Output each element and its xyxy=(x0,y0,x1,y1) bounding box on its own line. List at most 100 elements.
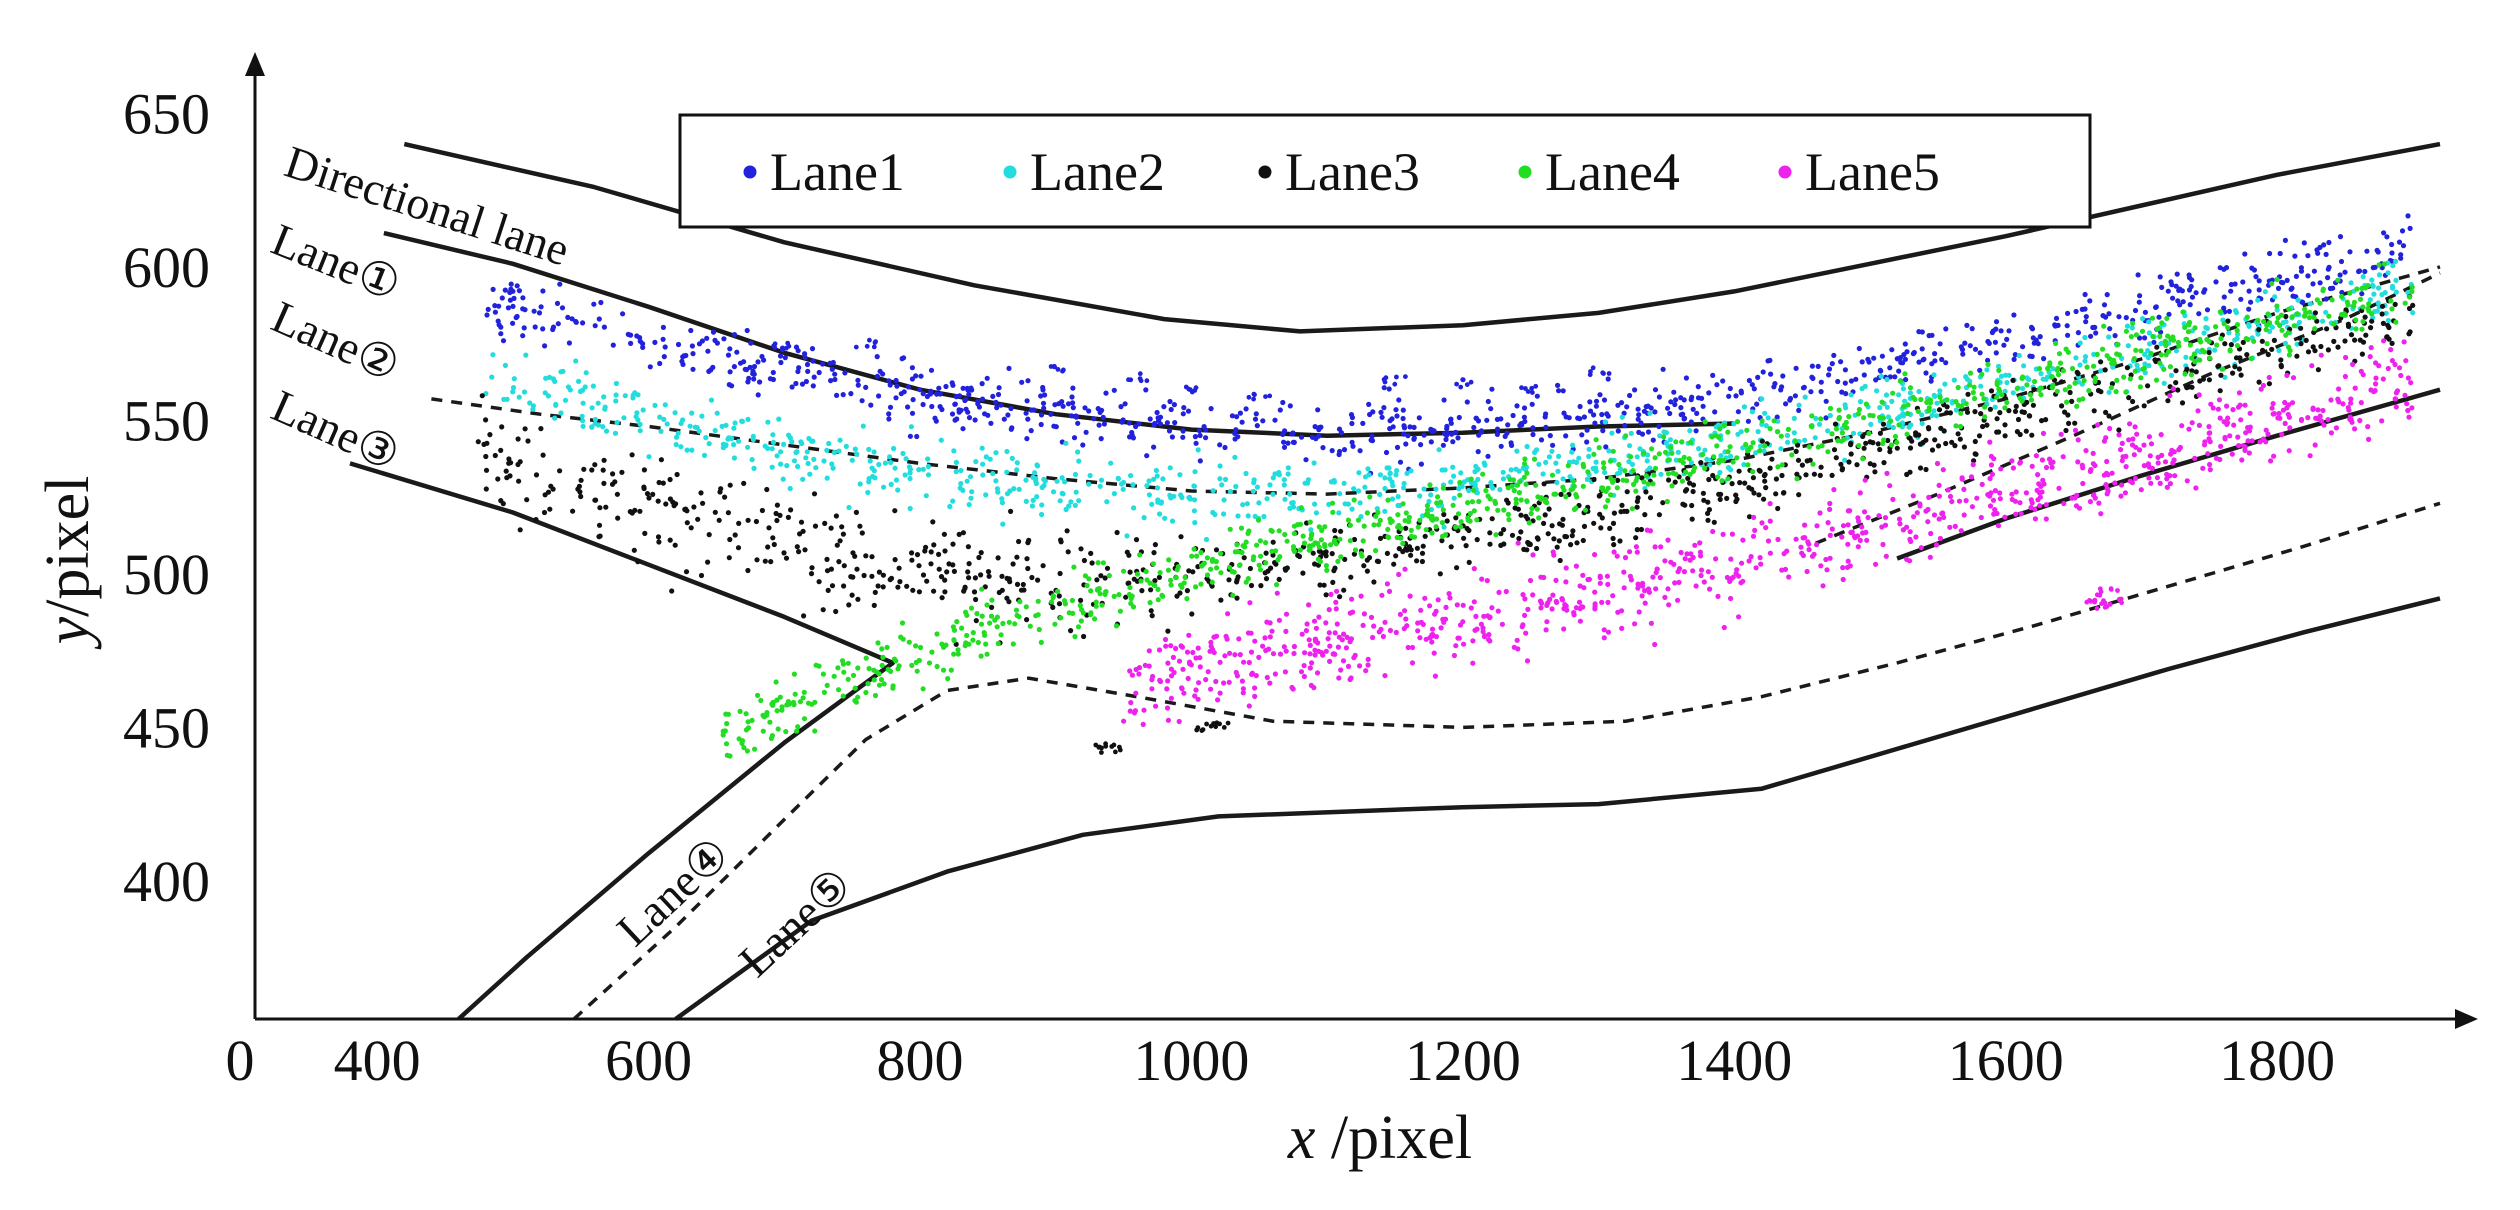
point-lane2 xyxy=(843,443,849,449)
point-lane1 xyxy=(1411,435,1417,441)
point-lane2 xyxy=(1889,398,1895,404)
point-lane4 xyxy=(1469,499,1475,505)
point-lane1 xyxy=(2375,249,2381,255)
point-lane4 xyxy=(1725,476,1731,482)
point-lane2 xyxy=(1210,509,1216,516)
point-lane1 xyxy=(2142,309,2148,315)
point-lane4 xyxy=(2347,290,2353,296)
point-lane3 xyxy=(479,393,485,399)
point-lane3 xyxy=(942,589,948,595)
point-lane5 xyxy=(1193,655,1199,661)
point-lane5 xyxy=(1248,630,1254,636)
point-lane3 xyxy=(1312,561,1318,567)
point-lane1 xyxy=(2256,278,2262,284)
point-lane4 xyxy=(2131,356,2137,362)
point-lane4 xyxy=(1679,439,1685,445)
point-lane3 xyxy=(2312,348,2318,354)
point-lane4 xyxy=(899,620,906,626)
point-lane5 xyxy=(1333,599,1339,605)
point-lane5 xyxy=(1825,520,1831,526)
point-lane5 xyxy=(1662,558,1668,564)
point-lane1 xyxy=(1688,419,1694,425)
point-lane4 xyxy=(1971,384,1977,390)
point-lane5 xyxy=(1937,535,1943,542)
point-lane4 xyxy=(1204,555,1210,561)
point-lane4 xyxy=(1157,570,1163,576)
point-lane2 xyxy=(1761,448,1767,454)
point-lane3 xyxy=(1761,496,1767,502)
point-lane4 xyxy=(791,671,798,677)
point-lane5 xyxy=(1561,626,1567,632)
point-lane2 xyxy=(1276,472,1282,478)
point-lane1 xyxy=(2030,335,2036,341)
point-lane5 xyxy=(1818,563,1824,569)
point-lane3 xyxy=(971,589,978,595)
point-lane5 xyxy=(1699,567,1705,573)
point-lane3 xyxy=(1621,508,1627,514)
point-lane4 xyxy=(2064,399,2070,405)
point-lane2 xyxy=(2146,363,2152,369)
point-lane4 xyxy=(1526,520,1532,526)
point-lane4 xyxy=(1730,459,1736,465)
point-lane5 xyxy=(1647,528,1653,534)
point-lane4 xyxy=(1643,473,1649,479)
point-lane3 xyxy=(859,530,865,536)
point-lane2 xyxy=(1802,437,1808,443)
point-lane4 xyxy=(1997,388,2003,394)
point-lane4 xyxy=(2213,324,2219,330)
point-lane4 xyxy=(2198,339,2204,345)
point-lane4 xyxy=(2159,320,2165,326)
point-lane2 xyxy=(923,493,929,499)
point-lane1 xyxy=(2362,268,2368,275)
point-lane5 xyxy=(1241,659,1247,665)
point-lane1 xyxy=(1652,387,1659,393)
point-lane3 xyxy=(1448,544,1454,550)
point-lane4 xyxy=(2255,317,2261,323)
point-lane4 xyxy=(1036,626,1042,633)
point-lane3 xyxy=(1591,476,1597,483)
point-lane3 xyxy=(863,553,869,559)
point-lane5 xyxy=(2095,422,2101,428)
point-lane2 xyxy=(1356,470,1362,476)
point-lane1 xyxy=(1793,365,1799,371)
point-lane2 xyxy=(1707,462,1713,468)
point-lane1 xyxy=(962,397,968,404)
point-lane4 xyxy=(1144,577,1150,583)
point-lane2 xyxy=(1382,508,1388,514)
point-lane5 xyxy=(1945,487,1951,493)
point-lane3 xyxy=(1541,520,1547,527)
point-lane5 xyxy=(1739,560,1745,566)
point-lane3 xyxy=(777,512,783,519)
point-lane3 xyxy=(1058,539,1064,545)
point-lane1 xyxy=(1237,410,1243,416)
point-lane5 xyxy=(2115,588,2120,593)
point-lane5 xyxy=(2348,400,2354,406)
point-lane1 xyxy=(777,353,784,359)
point-lane5 xyxy=(1312,638,1319,644)
point-lane1 xyxy=(1829,361,1835,367)
point-lane5 xyxy=(1211,634,1217,640)
point-lane1 xyxy=(772,345,778,350)
point-lane2 xyxy=(1305,477,1311,483)
point-lane3 xyxy=(897,579,903,585)
point-lane3 xyxy=(2165,398,2171,404)
point-lane3 xyxy=(2039,418,2045,424)
point-lane4 xyxy=(917,644,924,651)
point-lane1 xyxy=(1903,377,1909,383)
point-lane2 xyxy=(577,388,584,395)
point-lane1 xyxy=(1969,326,1975,332)
point-lane4 xyxy=(2204,336,2210,343)
point-lane2 xyxy=(2016,352,2022,359)
point-lane4 xyxy=(1573,505,1579,511)
point-lane5 xyxy=(1420,621,1426,628)
point-lane3 xyxy=(1615,477,1621,483)
point-lane5 xyxy=(2010,465,2016,471)
point-lane4 xyxy=(1237,562,1243,568)
point-lane4 xyxy=(840,661,847,667)
point-lane3 xyxy=(896,565,902,571)
point-lane5 xyxy=(1639,593,1645,599)
point-lane4 xyxy=(1748,444,1754,450)
point-lane1 xyxy=(2284,277,2290,283)
point-lane2 xyxy=(1377,472,1383,478)
point-lane4 xyxy=(1113,623,1120,629)
